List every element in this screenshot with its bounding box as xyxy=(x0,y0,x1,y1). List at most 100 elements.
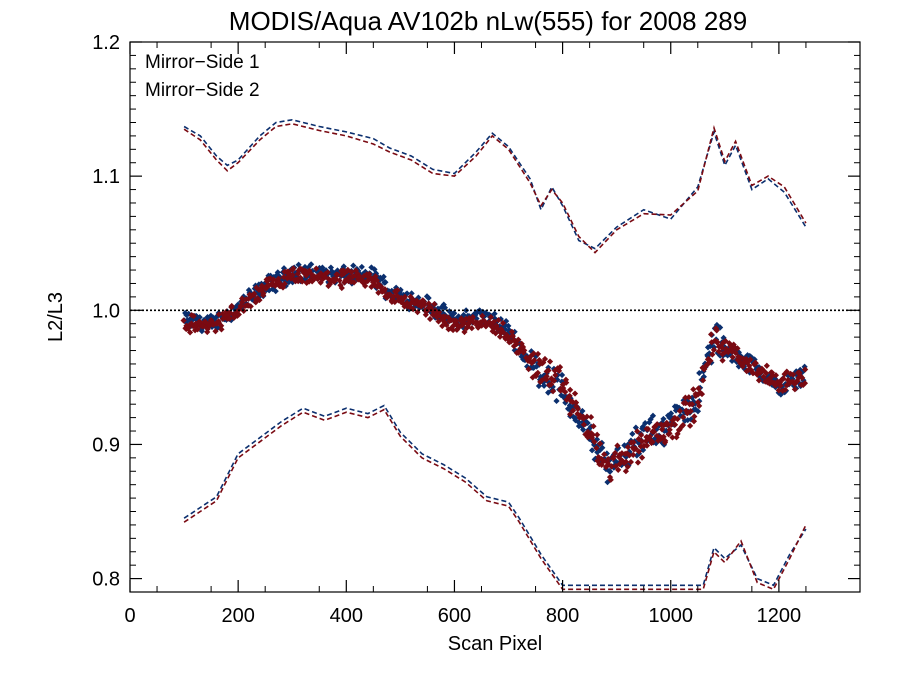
data-point xyxy=(669,417,676,424)
data-point xyxy=(629,430,636,437)
data-point xyxy=(426,315,434,323)
data-point xyxy=(258,282,265,289)
data-point xyxy=(505,322,512,330)
data-point xyxy=(589,431,597,438)
data-point xyxy=(791,386,799,393)
data-point xyxy=(269,281,276,288)
data-point xyxy=(710,346,717,353)
data-point xyxy=(746,362,753,369)
data-point xyxy=(610,455,617,462)
data-point xyxy=(524,357,532,365)
data-point xyxy=(534,369,541,376)
data-point xyxy=(706,350,713,357)
data-point xyxy=(622,458,630,465)
data-point xyxy=(425,300,432,307)
data-point xyxy=(659,419,666,426)
data-point xyxy=(785,377,792,384)
data-point xyxy=(606,474,614,481)
data-point xyxy=(690,398,697,405)
data-point xyxy=(313,265,320,272)
data-point xyxy=(566,392,573,400)
data-point xyxy=(717,324,724,331)
data-point xyxy=(569,398,576,406)
data-point xyxy=(482,322,489,329)
data-point xyxy=(371,266,378,273)
data-point xyxy=(685,394,692,401)
data-point xyxy=(256,296,263,304)
data-point xyxy=(253,284,260,291)
data-point xyxy=(407,293,414,300)
data-point xyxy=(607,468,614,475)
data-point xyxy=(746,369,753,376)
data-point xyxy=(795,379,802,387)
data-point xyxy=(362,282,369,289)
data-point xyxy=(552,372,559,379)
data-point xyxy=(422,311,429,318)
data-point xyxy=(666,426,673,433)
data-point xyxy=(719,357,726,364)
data-point xyxy=(378,275,386,283)
data-point xyxy=(490,318,498,325)
x-tick-label: 200 xyxy=(221,605,254,627)
data-point xyxy=(537,373,544,380)
x-tick-label: 1000 xyxy=(648,605,693,627)
data-point xyxy=(188,320,195,327)
data-point xyxy=(695,391,702,398)
data-point xyxy=(612,449,619,457)
data-point xyxy=(650,428,658,435)
data-point xyxy=(630,439,637,446)
data-point xyxy=(755,377,763,384)
data-point xyxy=(303,272,310,279)
data-point xyxy=(603,463,610,470)
data-point xyxy=(704,353,711,360)
data-point xyxy=(590,423,597,430)
data-point xyxy=(588,447,596,454)
data-point xyxy=(719,344,726,352)
data-point xyxy=(633,452,640,459)
data-point xyxy=(534,350,542,358)
data-point xyxy=(684,416,691,424)
data-point xyxy=(192,320,199,327)
data-point xyxy=(632,445,639,452)
data-point xyxy=(604,479,611,486)
x-tick-label: 400 xyxy=(330,605,363,627)
data-point xyxy=(644,425,652,433)
data-point xyxy=(582,431,589,438)
data-point xyxy=(800,381,807,389)
data-point xyxy=(649,412,657,419)
data-point xyxy=(733,358,740,366)
data-point xyxy=(618,450,626,457)
data-point xyxy=(591,441,598,448)
data-point xyxy=(493,322,500,329)
data-point xyxy=(671,421,679,428)
data-point xyxy=(691,413,698,420)
data-point xyxy=(434,305,442,312)
data-point xyxy=(549,388,557,395)
data-point xyxy=(660,415,667,423)
data-point xyxy=(594,457,601,464)
data-point xyxy=(284,268,292,275)
data-point xyxy=(549,383,556,391)
data-point xyxy=(616,451,624,458)
data-point xyxy=(719,351,726,358)
data-point xyxy=(447,312,455,319)
data-point xyxy=(515,336,522,343)
data-point xyxy=(550,377,558,384)
data-point xyxy=(708,331,715,338)
data-point xyxy=(494,325,501,332)
data-point xyxy=(696,402,703,409)
data-point xyxy=(749,370,756,377)
data-point xyxy=(300,269,307,276)
data-point xyxy=(344,266,351,273)
plot-frame xyxy=(129,41,861,593)
data-point xyxy=(574,405,582,412)
data-point xyxy=(795,374,802,381)
data-point xyxy=(558,392,565,399)
data-point xyxy=(608,463,615,470)
data-point xyxy=(672,407,680,414)
data-point xyxy=(218,322,225,329)
data-point xyxy=(772,382,779,389)
data-point xyxy=(643,442,651,449)
data-point xyxy=(260,292,267,299)
data-point xyxy=(723,345,730,352)
